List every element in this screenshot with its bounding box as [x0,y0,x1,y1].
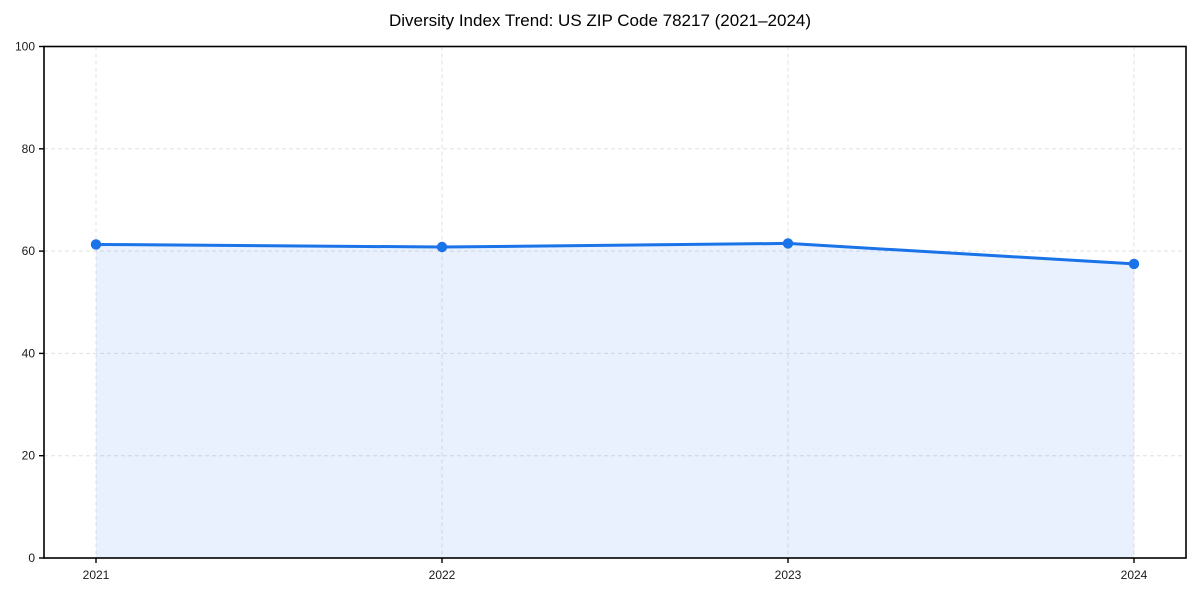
data-point-2021 [90,239,102,250]
y-tick-label-100: 100 [15,40,35,54]
chart-title: Diversity Index Trend: US ZIP Code 78217… [388,11,812,30]
trend-line [94,241,1136,266]
y-tick-label-80: 80 [22,142,36,156]
data-point-2023 [782,238,794,249]
plot-border [43,45,1187,559]
x-tick-label-2023: 2023 [775,568,802,582]
x-tick-label-2022: 2022 [429,568,456,582]
data-point-2022 [436,241,448,253]
area-fill [96,243,1134,559]
x-tick-label-2021: 2021 [83,568,110,582]
y-tick-label-40: 40 [22,346,36,360]
data-point-2024 [1128,258,1140,270]
y-tick-label-0: 0 [28,551,35,565]
y-tick-label-20: 20 [22,449,36,463]
x-tick-label-2024: 2024 [1121,568,1148,582]
y-tick-label-60: 60 [22,244,36,258]
